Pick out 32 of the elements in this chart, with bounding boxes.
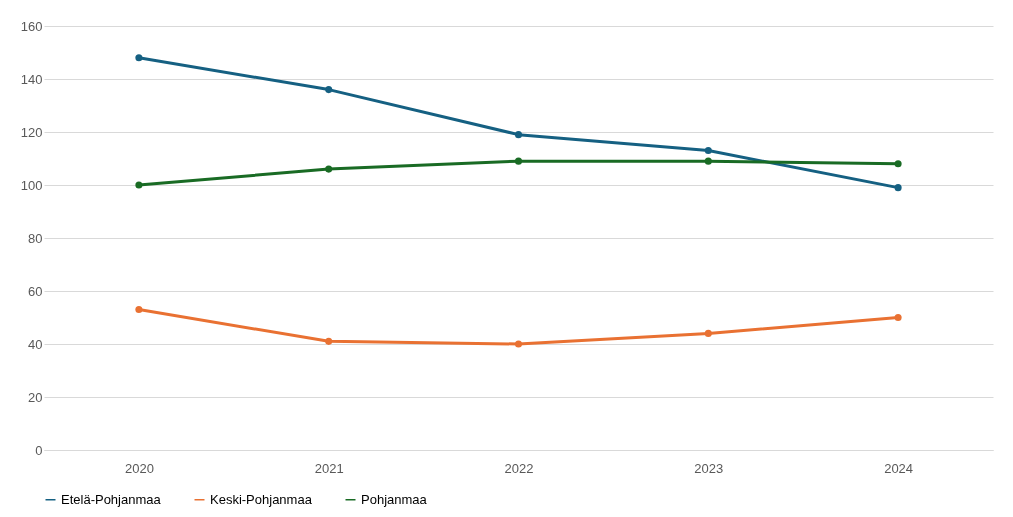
point <box>704 147 712 155</box>
point <box>704 329 712 337</box>
y-tick-label: 40 <box>28 336 43 352</box>
point <box>135 54 143 62</box>
point <box>325 337 333 345</box>
y-tick-label: 0 <box>35 442 43 458</box>
x-tick-label: 2023 <box>694 460 724 476</box>
legend-label: Pohjanmaa <box>361 491 428 507</box>
y-tick-label: 100 <box>20 177 43 193</box>
y-tick-label: 20 <box>28 389 43 405</box>
y-tick-label: 120 <box>20 124 43 140</box>
x-tick-label: 2021 <box>314 460 344 476</box>
y-tick-label: 80 <box>28 230 43 246</box>
point <box>894 184 902 192</box>
point <box>514 340 523 348</box>
x-tick-label: 2022 <box>504 460 534 476</box>
x-tick-label: 2024 <box>884 460 914 476</box>
point <box>894 313 902 322</box>
y-tick-label: 160 <box>20 18 43 34</box>
legend-label: Keski-Pohjanmaa <box>210 491 313 507</box>
y-tick-label: 140 <box>20 71 43 87</box>
point <box>135 306 143 314</box>
point <box>135 181 143 189</box>
point <box>514 131 523 139</box>
point <box>325 86 333 94</box>
point <box>894 160 902 168</box>
y-tick-label: 60 <box>28 283 43 299</box>
point <box>325 165 333 173</box>
point <box>514 157 523 165</box>
point <box>704 157 712 165</box>
legend-label: Etelä-Pohjanmaa <box>61 491 162 507</box>
x-tick-label: 2020 <box>124 460 154 476</box>
